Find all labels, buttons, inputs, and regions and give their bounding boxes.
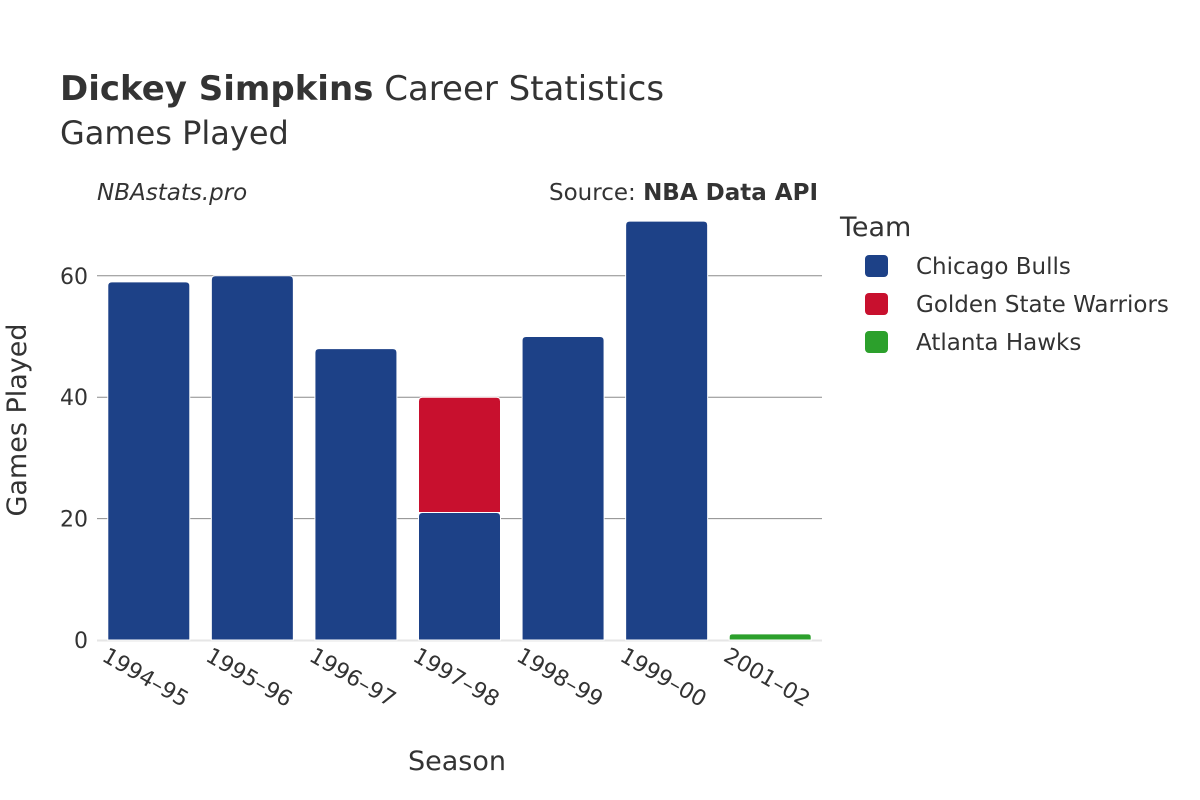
bar-chicago-bulls-1995–96 [210, 275, 294, 641]
y-tick-label: 40 [60, 386, 88, 411]
x-tick-label: 1996–97 [305, 644, 400, 713]
x-tick-label: 1998–99 [512, 644, 607, 713]
legend: Chicago Bulls Golden State Warriors Atlant… [865, 254, 1169, 356]
x-tick-label: 1999–00 [616, 644, 711, 713]
x-tick-label: 1994–95 [98, 644, 193, 713]
y-tick-label: 0 [74, 629, 88, 654]
x-tick-label: 1997–98 [409, 644, 504, 713]
x-tick-labels: 1994–95 1995–96 1996–97 1997–98 1998–99 1999–… [98, 644, 814, 713]
chart-title: Dickey Simpkins Career Statistics [60, 69, 664, 109]
x-axis-title: Season [408, 746, 506, 777]
legend-label: Chicago Bulls [916, 254, 1071, 280]
legend-label: Golden State Warriors [916, 292, 1169, 318]
legend-swatch-chicago-bulls [865, 255, 888, 277]
bar-chicago-bulls-1996–97 [314, 348, 398, 641]
legend-swatch-atlanta-hawks [865, 331, 888, 353]
source-prefix: Source: [549, 180, 643, 206]
y-axis-title: Games Played [2, 323, 33, 516]
chart-title-suffix: Career Statistics [373, 69, 664, 109]
source-credit: Source: NBA Data API [549, 180, 818, 206]
y-tick-labels: 0 20 40 60 [60, 265, 88, 654]
bar-chicago-bulls-1998–99 [521, 336, 605, 641]
bar-atlanta-hawks-2001–02 [728, 633, 812, 641]
y-tick-label: 60 [60, 265, 88, 290]
site-credit: NBAstats.pro [97, 180, 247, 206]
bar-chicago-bulls-1999–00 [625, 220, 709, 641]
chart-subtitle: Games Played [60, 114, 289, 152]
y-tick-label: 20 [60, 508, 88, 533]
bar-chicago-bulls-1994–95 [107, 281, 191, 641]
x-tick-label: 2001–02 [719, 644, 814, 713]
legend-swatch-golden-state-warriors [865, 293, 888, 315]
bar-golden-state-warriors-1997–98 [418, 396, 501, 514]
legend-label: Atlanta Hawks [916, 330, 1081, 356]
chart-title-player: Dickey Simpkins [60, 69, 373, 109]
source-name: NBA Data API [643, 180, 818, 206]
bar-chicago-bulls-1997–98 [418, 512, 501, 641]
x-tick-label: 1995–96 [201, 644, 296, 713]
legend-title: Team [839, 212, 911, 243]
bars-layer [107, 220, 812, 641]
